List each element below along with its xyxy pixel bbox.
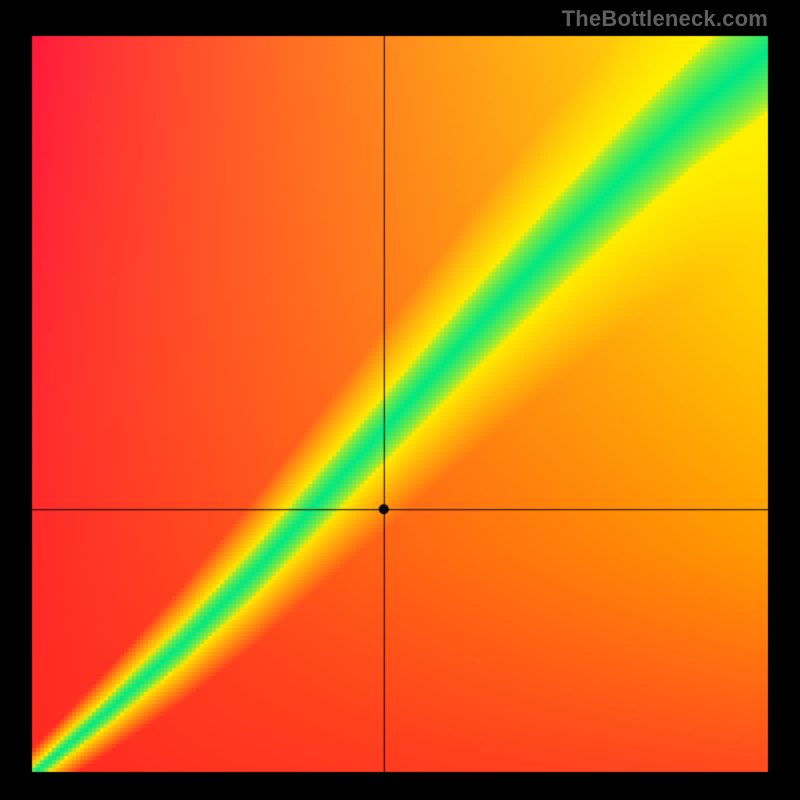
bottleneck-heatmap <box>0 0 800 800</box>
chart-container: TheBottleneck.com <box>0 0 800 800</box>
watermark-text: TheBottleneck.com <box>562 6 768 32</box>
